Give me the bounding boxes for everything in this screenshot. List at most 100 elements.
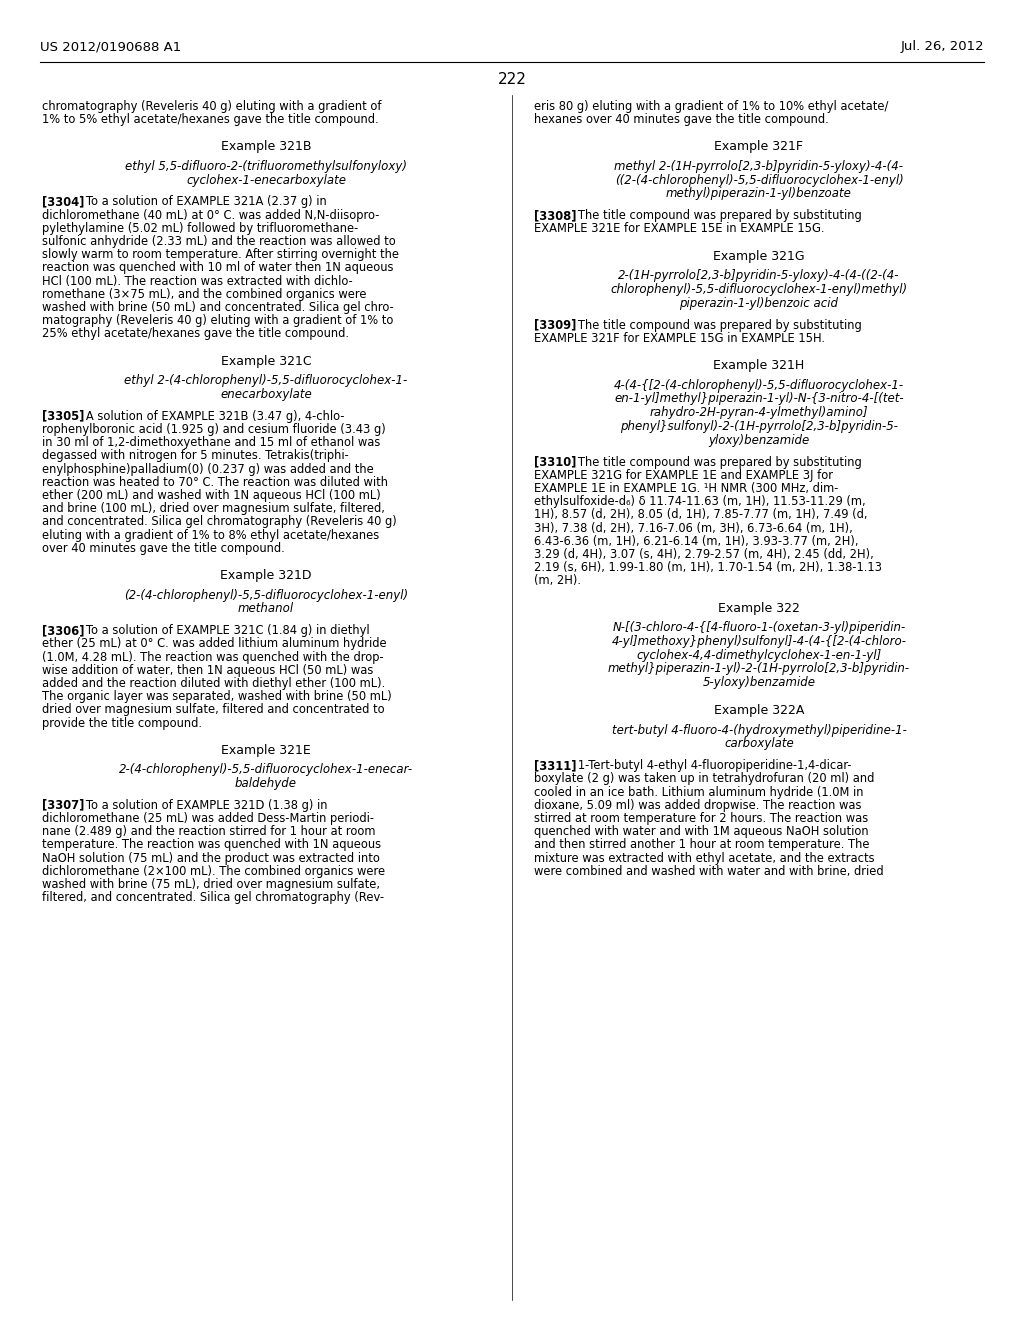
Text: Example 321G: Example 321G	[713, 249, 805, 263]
Text: EXAMPLE 321E for EXAMPLE 15E in EXAMPLE 15G.: EXAMPLE 321E for EXAMPLE 15E in EXAMPLE …	[534, 223, 824, 235]
Text: eluting with a gradient of 1% to 8% ethyl acetate/hexanes: eluting with a gradient of 1% to 8% ethy…	[42, 528, 379, 541]
Text: dichloromethane (40 mL) at 0° C. was added N,N-diisopro-: dichloromethane (40 mL) at 0° C. was add…	[42, 209, 379, 222]
Text: (1.0M, 4.28 mL). The reaction was quenched with the drop-: (1.0M, 4.28 mL). The reaction was quench…	[42, 651, 384, 664]
Text: dichloromethane (25 mL) was added Dess-Martin periodi-: dichloromethane (25 mL) was added Dess-M…	[42, 812, 374, 825]
Text: 3.29 (d, 4H), 3.07 (s, 4H), 2.79-2.57 (m, 4H), 2.45 (dd, 2H),: 3.29 (d, 4H), 3.07 (s, 4H), 2.79-2.57 (m…	[534, 548, 873, 561]
Text: dried over magnesium sulfate, filtered and concentrated to: dried over magnesium sulfate, filtered a…	[42, 704, 385, 717]
Text: boxylate (2 g) was taken up in tetrahydrofuran (20 ml) and: boxylate (2 g) was taken up in tetrahydr…	[534, 772, 874, 785]
Text: 1-Tert-butyl 4-ethyl 4-fluoropiperidine-1,4-dicar-: 1-Tert-butyl 4-ethyl 4-fluoropiperidine-…	[567, 759, 852, 772]
Text: [3310]: [3310]	[534, 455, 577, 469]
Text: reaction was heated to 70° C. The reaction was diluted with: reaction was heated to 70° C. The reacti…	[42, 475, 388, 488]
Text: methanol: methanol	[238, 602, 294, 615]
Text: rahydro-2H-pyran-4-ylmethyl)amino]: rahydro-2H-pyran-4-ylmethyl)amino]	[649, 407, 868, 420]
Text: nane (2.489 g) and the reaction stirred for 1 hour at room: nane (2.489 g) and the reaction stirred …	[42, 825, 376, 838]
Text: The title compound was prepared by substituting: The title compound was prepared by subst…	[567, 318, 862, 331]
Text: 222: 222	[498, 73, 526, 87]
Text: chromatography (Reveleris 40 g) eluting with a gradient of: chromatography (Reveleris 40 g) eluting …	[42, 100, 382, 114]
Text: A solution of EXAMPLE 321B (3.47 g), 4-chlo-: A solution of EXAMPLE 321B (3.47 g), 4-c…	[75, 409, 344, 422]
Text: ((2-(4-chlorophenyl)-5,5-difluorocyclohex-1-enyl): ((2-(4-chlorophenyl)-5,5-difluorocyclohe…	[614, 174, 903, 186]
Text: hexanes over 40 minutes gave the title compound.: hexanes over 40 minutes gave the title c…	[534, 114, 828, 127]
Text: ether (25 mL) at 0° C. was added lithium aluminum hydride: ether (25 mL) at 0° C. was added lithium…	[42, 638, 387, 651]
Text: reaction was quenched with 10 ml of water then 1N aqueous: reaction was quenched with 10 ml of wate…	[42, 261, 393, 275]
Text: 2.19 (s, 6H), 1.99-1.80 (m, 1H), 1.70-1.54 (m, 2H), 1.38-1.13: 2.19 (s, 6H), 1.99-1.80 (m, 1H), 1.70-1.…	[534, 561, 882, 574]
Text: The organic layer was separated, washed with brine (50 mL): The organic layer was separated, washed …	[42, 690, 392, 704]
Text: filtered, and concentrated. Silica gel chromatography (Rev-: filtered, and concentrated. Silica gel c…	[42, 891, 384, 904]
Text: EXAMPLE 321G for EXAMPLE 1E and EXAMPLE 3J for: EXAMPLE 321G for EXAMPLE 1E and EXAMPLE …	[534, 469, 833, 482]
Text: [3306]: [3306]	[42, 624, 85, 638]
Text: eris 80 g) eluting with a gradient of 1% to 10% ethyl acetate/: eris 80 g) eluting with a gradient of 1%…	[534, 100, 889, 114]
Text: cyclohex-1-enecarboxylate: cyclohex-1-enecarboxylate	[186, 174, 346, 186]
Text: phenyl}sulfonyl)-2-(1H-pyrrolo[2,3-b]pyridin-5-: phenyl}sulfonyl)-2-(1H-pyrrolo[2,3-b]pyr…	[620, 420, 898, 433]
Text: The title compound was prepared by substituting: The title compound was prepared by subst…	[567, 210, 862, 222]
Text: 1H), 8.57 (d, 2H), 8.05 (d, 1H), 7.85-7.77 (m, 1H), 7.49 (d,: 1H), 8.57 (d, 2H), 8.05 (d, 1H), 7.85-7.…	[534, 508, 867, 521]
Text: dichloromethane (2×100 mL). The combined organics were: dichloromethane (2×100 mL). The combined…	[42, 865, 385, 878]
Text: [3308]: [3308]	[534, 210, 577, 222]
Text: To a solution of EXAMPLE 321D (1.38 g) in: To a solution of EXAMPLE 321D (1.38 g) i…	[75, 799, 328, 812]
Text: [3304]: [3304]	[42, 195, 84, 209]
Text: To a solution of EXAMPLE 321C (1.84 g) in diethyl: To a solution of EXAMPLE 321C (1.84 g) i…	[75, 624, 370, 638]
Text: and then stirred another 1 hour at room temperature. The: and then stirred another 1 hour at room …	[534, 838, 869, 851]
Text: carboxylate: carboxylate	[724, 738, 794, 750]
Text: 25% ethyl acetate/hexanes gave the title compound.: 25% ethyl acetate/hexanes gave the title…	[42, 327, 349, 341]
Text: temperature. The reaction was quenched with 1N aqueous: temperature. The reaction was quenched w…	[42, 838, 381, 851]
Text: degassed with nitrogen for 5 minutes. Tetrakis(triphi-: degassed with nitrogen for 5 minutes. Te…	[42, 449, 349, 462]
Text: stirred at room temperature for 2 hours. The reaction was: stirred at room temperature for 2 hours.…	[534, 812, 868, 825]
Text: enecarboxylate: enecarboxylate	[220, 388, 312, 401]
Text: dioxane, 5.09 ml) was added dropwise. The reaction was: dioxane, 5.09 ml) was added dropwise. Th…	[534, 799, 861, 812]
Text: NaOH solution (75 mL) and the product was extracted into: NaOH solution (75 mL) and the product wa…	[42, 851, 380, 865]
Text: yloxy)benzamide: yloxy)benzamide	[709, 434, 810, 446]
Text: 6.43-6.36 (m, 1H), 6.21-6.14 (m, 1H), 3.93-3.77 (m, 2H),: 6.43-6.36 (m, 1H), 6.21-6.14 (m, 1H), 3.…	[534, 535, 858, 548]
Text: Example 321D: Example 321D	[220, 569, 311, 582]
Text: piperazin-1-yl)benzoic acid: piperazin-1-yl)benzoic acid	[680, 297, 839, 310]
Text: N-[(3-chloro-4-{[4-fluoro-1-(oxetan-3-yl)piperidin-: N-[(3-chloro-4-{[4-fluoro-1-(oxetan-3-yl…	[612, 620, 905, 634]
Text: (m, 2H).: (m, 2H).	[534, 574, 581, 587]
Text: wise addition of water, then 1N aqueous HCl (50 mL) was: wise addition of water, then 1N aqueous …	[42, 664, 374, 677]
Text: chlorophenyl)-5,5-difluorocyclohex-1-enyl)methyl): chlorophenyl)-5,5-difluorocyclohex-1-eny…	[610, 282, 907, 296]
Text: tert-butyl 4-fluoro-4-(hydroxymethyl)piperidine-1-: tert-butyl 4-fluoro-4-(hydroxymethyl)pip…	[611, 723, 906, 737]
Text: ethyl 2-(4-chlorophenyl)-5,5-difluorocyclohex-1-: ethyl 2-(4-chlorophenyl)-5,5-difluorocyc…	[124, 374, 408, 387]
Text: sulfonic anhydride (2.33 mL) and the reaction was allowed to: sulfonic anhydride (2.33 mL) and the rea…	[42, 235, 395, 248]
Text: [3311]: [3311]	[534, 759, 577, 772]
Text: The title compound was prepared by substituting: The title compound was prepared by subst…	[567, 455, 862, 469]
Text: Example 321E: Example 321E	[221, 743, 311, 756]
Text: methyl)piperazin-1-yl)benzoate: methyl)piperazin-1-yl)benzoate	[666, 187, 852, 201]
Text: rophenylboronic acid (1.925 g) and cesium fluoride (3.43 g): rophenylboronic acid (1.925 g) and cesiu…	[42, 422, 386, 436]
Text: in 30 ml of 1,2-dimethoxyethane and 15 ml of ethanol was: in 30 ml of 1,2-dimethoxyethane and 15 m…	[42, 436, 380, 449]
Text: matography (Reveleris 40 g) eluting with a gradient of 1% to: matography (Reveleris 40 g) eluting with…	[42, 314, 393, 327]
Text: [3307]: [3307]	[42, 799, 84, 812]
Text: methyl 2-(1H-pyrrolo[2,3-b]pyridin-5-yloxy)-4-(4-: methyl 2-(1H-pyrrolo[2,3-b]pyridin-5-ylo…	[614, 160, 903, 173]
Text: romethane (3×75 mL), and the combined organics were: romethane (3×75 mL), and the combined or…	[42, 288, 367, 301]
Text: provide the title compound.: provide the title compound.	[42, 717, 202, 730]
Text: 5-yloxy)benzamide: 5-yloxy)benzamide	[702, 676, 815, 689]
Text: enylphosphine)palladium(0) (0.237 g) was added and the: enylphosphine)palladium(0) (0.237 g) was…	[42, 462, 374, 475]
Text: 4-yl]methoxy}phenyl)sulfonyl]-4-(4-{[2-(4-chloro-: 4-yl]methoxy}phenyl)sulfonyl]-4-(4-{[2-(…	[611, 635, 906, 648]
Text: ethylsulfoxide-d₆) δ 11.74-11.63 (m, 1H), 11.53-11.29 (m,: ethylsulfoxide-d₆) δ 11.74-11.63 (m, 1H)…	[534, 495, 865, 508]
Text: EXAMPLE 321F for EXAMPLE 15G in EXAMPLE 15H.: EXAMPLE 321F for EXAMPLE 15G in EXAMPLE …	[534, 331, 825, 345]
Text: 2-(1H-pyrrolo[2,3-b]pyridin-5-yloxy)-4-(4-((2-(4-: 2-(1H-pyrrolo[2,3-b]pyridin-5-yloxy)-4-(…	[618, 269, 900, 282]
Text: Example 321F: Example 321F	[715, 140, 804, 153]
Text: (2-(4-chlorophenyl)-5,5-difluorocyclohex-1-enyl): (2-(4-chlorophenyl)-5,5-difluorocyclohex…	[124, 589, 408, 602]
Text: 3H), 7.38 (d, 2H), 7.16-7.06 (m, 3H), 6.73-6.64 (m, 1H),: 3H), 7.38 (d, 2H), 7.16-7.06 (m, 3H), 6.…	[534, 521, 853, 535]
Text: Example 322: Example 322	[718, 602, 800, 615]
Text: Jul. 26, 2012: Jul. 26, 2012	[900, 40, 984, 53]
Text: and concentrated. Silica gel chromatography (Reveleris 40 g): and concentrated. Silica gel chromatogra…	[42, 515, 396, 528]
Text: 2-(4-chlorophenyl)-5,5-difluorocyclohex-1-enecar-: 2-(4-chlorophenyl)-5,5-difluorocyclohex-…	[119, 763, 413, 776]
Text: [3305]: [3305]	[42, 409, 84, 422]
Text: Example 321C: Example 321C	[221, 355, 311, 368]
Text: Example 321B: Example 321B	[221, 140, 311, 153]
Text: mixture was extracted with ethyl acetate, and the extracts: mixture was extracted with ethyl acetate…	[534, 851, 874, 865]
Text: slowly warm to room temperature. After stirring overnight the: slowly warm to room temperature. After s…	[42, 248, 399, 261]
Text: washed with brine (75 mL), dried over magnesium sulfate,: washed with brine (75 mL), dried over ma…	[42, 878, 380, 891]
Text: EXAMPLE 1E in EXAMPLE 1G. ¹H NMR (300 MHz, dim-: EXAMPLE 1E in EXAMPLE 1G. ¹H NMR (300 MH…	[534, 482, 839, 495]
Text: 4-(4-{[2-(4-chlorophenyl)-5,5-difluorocyclohex-1-: 4-(4-{[2-(4-chlorophenyl)-5,5-difluorocy…	[614, 379, 904, 392]
Text: added and the reaction diluted with diethyl ether (100 mL).: added and the reaction diluted with diet…	[42, 677, 385, 690]
Text: were combined and washed with water and with brine, dried: were combined and washed with water and …	[534, 865, 884, 878]
Text: washed with brine (50 mL) and concentrated. Silica gel chro-: washed with brine (50 mL) and concentrat…	[42, 301, 394, 314]
Text: pylethylamine (5.02 mL) followed by trifluoromethane-: pylethylamine (5.02 mL) followed by trif…	[42, 222, 358, 235]
Text: ether (200 mL) and washed with 1N aqueous HCl (100 mL): ether (200 mL) and washed with 1N aqueou…	[42, 488, 381, 502]
Text: ethyl 5,5-difluoro-2-(trifluoromethylsulfonyloxy): ethyl 5,5-difluoro-2-(trifluoromethylsul…	[125, 160, 407, 173]
Text: en-1-yl]methyl}piperazin-1-yl)-N-{3-nitro-4-[(tet-: en-1-yl]methyl}piperazin-1-yl)-N-{3-nitr…	[614, 392, 904, 405]
Text: Example 321H: Example 321H	[714, 359, 805, 372]
Text: methyl}piperazin-1-yl)-2-(1H-pyrrolo[2,3-b]pyridin-: methyl}piperazin-1-yl)-2-(1H-pyrrolo[2,3…	[608, 663, 910, 676]
Text: over 40 minutes gave the title compound.: over 40 minutes gave the title compound.	[42, 541, 285, 554]
